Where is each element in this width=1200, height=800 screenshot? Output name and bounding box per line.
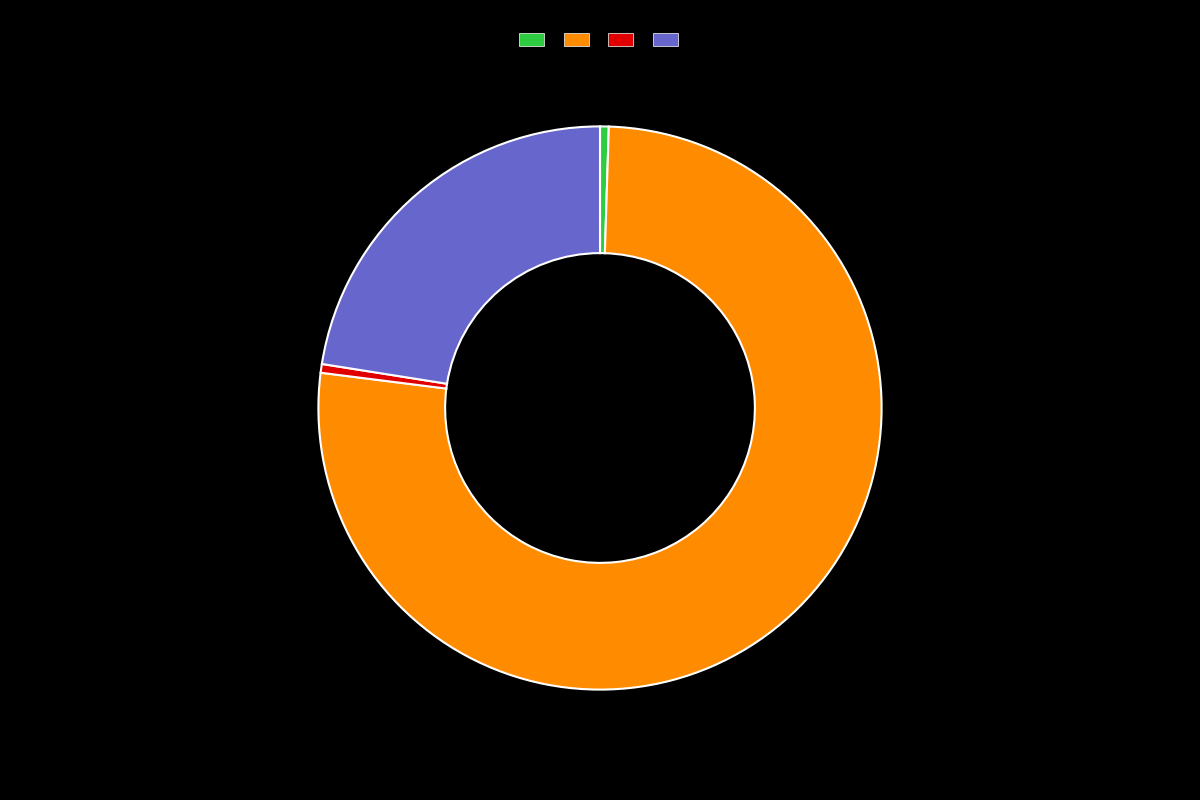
Wedge shape	[600, 126, 608, 253]
Wedge shape	[320, 364, 448, 389]
Legend: , , , : , , ,	[514, 28, 686, 53]
Wedge shape	[322, 126, 600, 384]
Wedge shape	[318, 126, 882, 690]
